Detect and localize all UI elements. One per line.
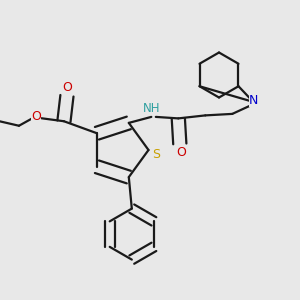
Text: O: O <box>62 81 72 94</box>
Text: O: O <box>176 146 186 159</box>
Text: S: S <box>152 148 160 161</box>
Text: N: N <box>249 94 258 107</box>
Text: O: O <box>31 110 41 123</box>
Text: NH: NH <box>142 102 160 115</box>
